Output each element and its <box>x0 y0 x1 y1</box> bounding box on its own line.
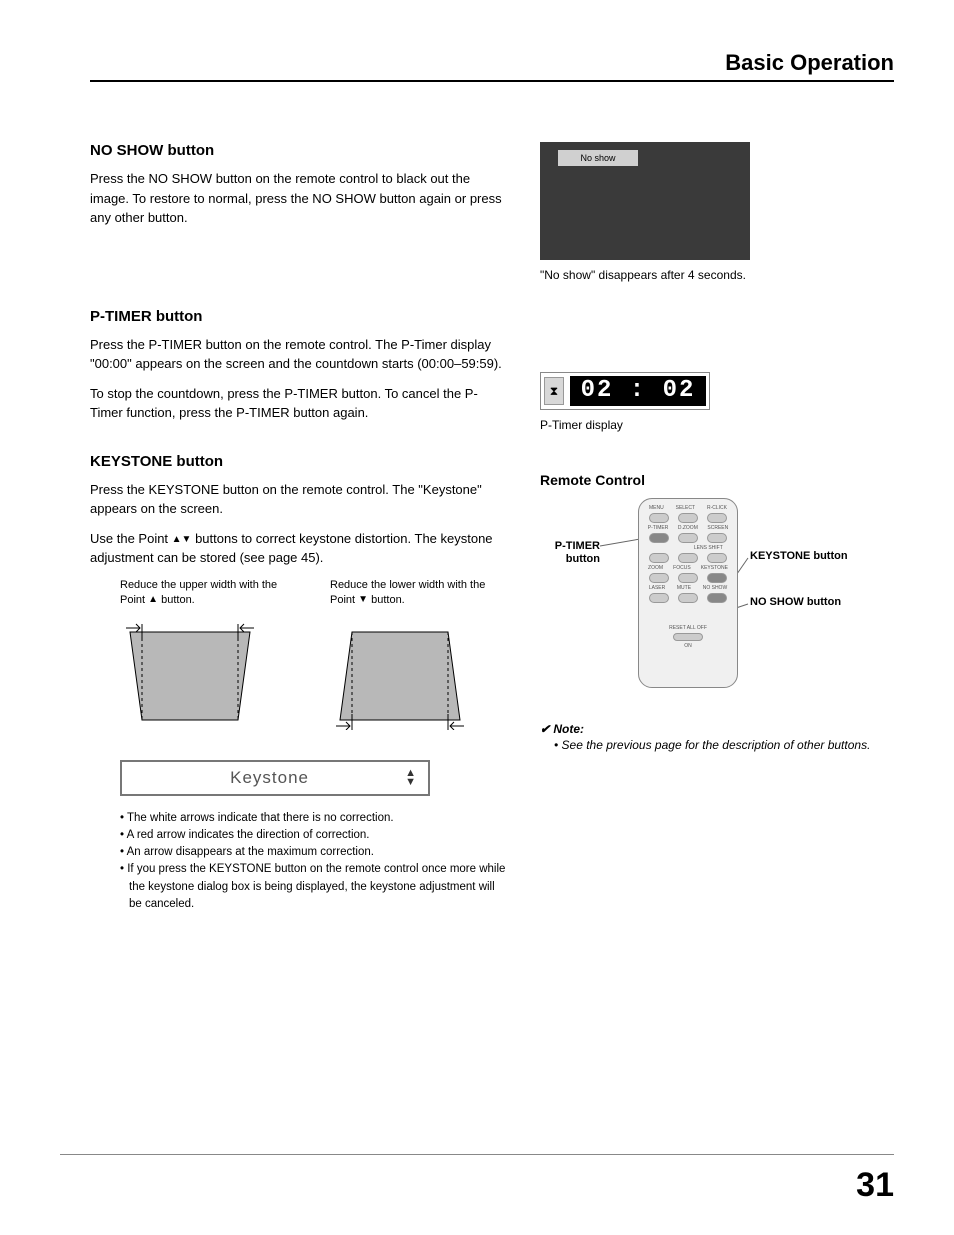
ptimer-body2: To stop the countdown, press the P-TIMER… <box>90 384 510 423</box>
remote-heading: Remote Control <box>540 472 894 488</box>
diag-lower-post: button. <box>368 594 405 606</box>
remote-label-ptimer: P-TIMER button <box>540 540 600 566</box>
trapezoid-lower-icon <box>330 620 470 730</box>
rm-lbl: LASER <box>649 585 665 591</box>
kb2-pre: Use the Point <box>90 531 172 546</box>
list-item: An arrow disappears at the maximum corre… <box>120 844 510 861</box>
keystone-diagram-lower: Reduce the lower width with the Point ▼ … <box>330 578 510 730</box>
keystone-bar-label: Keystone <box>134 768 405 788</box>
rm-lbl: MUTE <box>677 585 691 591</box>
list-item: The white arrows indicate that there is … <box>120 810 510 827</box>
keystone-bullets: The white arrows indicate that there is … <box>120 810 510 914</box>
note-title: ✔ Note: <box>540 722 894 736</box>
rm-lbl: MENU <box>649 505 664 511</box>
noshow-screen-preview: No show <box>540 142 750 260</box>
rm-lbl: NO SHOW <box>703 585 727 591</box>
rm-lbl: ZOOM <box>648 565 663 571</box>
hourglass-icon: ⧗ <box>544 377 564 405</box>
ptimer-heading: P-TIMER button <box>90 308 510 325</box>
noshow-tab-label: No show <box>558 150 638 166</box>
list-item: If you press the KEYSTONE button on the … <box>120 861 510 913</box>
rm-lbl: KEYSTONE <box>701 565 728 571</box>
up-down-triangle-icon: ▲▼ <box>172 532 192 547</box>
ptimer-caption: P-Timer display <box>540 418 894 432</box>
note-block: ✔ Note: • See the previous page for the … <box>540 722 894 752</box>
rm-lbl: FOCUS <box>673 565 691 571</box>
keystone-bar-arrows-icon: ▲▼ <box>405 769 416 787</box>
noshow-heading: NO SHOW button <box>90 142 510 159</box>
keystone-diagram-upper: Reduce the upper width with the Point ▲ … <box>120 578 300 730</box>
keystone-body1: Press the KEYSTONE button on the remote … <box>90 480 510 519</box>
ptimer-time-value: 02 : 02 <box>570 376 706 406</box>
remote-body: MENU SELECT R-CLICK P-TIMER D.ZOOM SCREE… <box>638 498 738 688</box>
noshow-body: Press the NO SHOW button on the remote c… <box>90 169 510 228</box>
rm-lbl: D.ZOOM <box>678 525 698 531</box>
keystone-dialog-bar: Keystone ▲▼ <box>120 760 430 796</box>
rm-on: ON <box>639 643 737 649</box>
page-number: 31 <box>856 1166 894 1205</box>
diag-upper-pre: Reduce the upper width with the Point <box>120 579 277 606</box>
rm-lbl: SCREEN <box>707 525 728 531</box>
ptimer-display: ⧗ 02 : 02 <box>540 372 710 410</box>
footer-rule <box>60 1154 894 1155</box>
remote-label-keystone: KEYSTONE button <box>750 550 848 563</box>
rm-lbl: R-CLICK <box>707 505 727 511</box>
header-title: Basic Operation <box>725 50 894 75</box>
ptimer-body1: Press the P-TIMER button on the remote c… <box>90 335 510 374</box>
note-body: • See the previous page for the descript… <box>554 738 894 752</box>
rm-reset: RESET ALL OFF <box>639 625 737 631</box>
rm-lbl: LENS SHIFT <box>694 545 723 551</box>
keystone-body2: Use the Point ▲▼ buttons to correct keys… <box>90 529 510 568</box>
rm-lbl: SELECT <box>676 505 695 511</box>
trapezoid-upper-icon <box>120 620 260 730</box>
remote-label-noshow: NO SHOW button <box>750 596 841 609</box>
diag-lower-pre: Reduce the lower width with the Point <box>330 579 485 606</box>
page-header: Basic Operation <box>90 50 894 82</box>
list-item: A red arrow indicates the direction of c… <box>120 827 510 844</box>
remote-control-diagram: P-TIMER button KEYSTONE button NO SHOW b… <box>540 498 880 698</box>
up-triangle-icon: ▲ <box>148 593 158 607</box>
down-triangle-icon: ▼ <box>358 593 368 607</box>
noshow-caption: "No show" disappears after 4 seconds. <box>540 268 894 282</box>
rm-lbl: P-TIMER <box>648 525 669 531</box>
diag-upper-post: button. <box>158 594 195 606</box>
keystone-heading: KEYSTONE button <box>90 453 510 470</box>
